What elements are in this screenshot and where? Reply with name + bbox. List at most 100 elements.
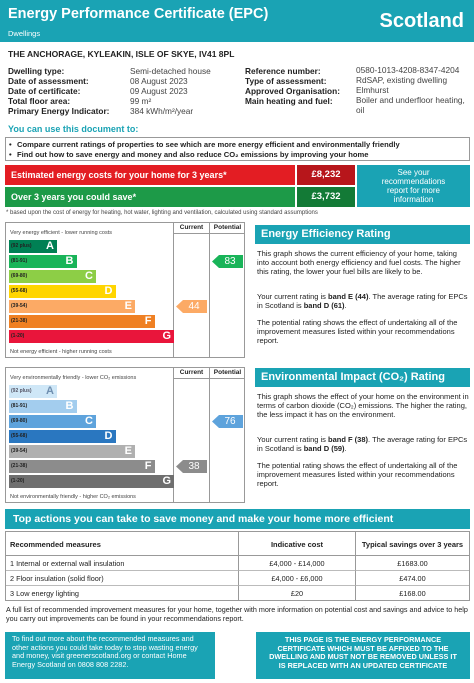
divider	[209, 368, 210, 502]
top-label: Very environmentally friendly - lower CO…	[10, 375, 137, 381]
use-item: Compare current ratings of properties to…	[17, 140, 400, 149]
band-letter: F	[144, 315, 152, 327]
table-cell: £168.00	[399, 589, 426, 598]
panel-title: Environmental Impact (CO₂) Rating	[255, 368, 470, 387]
actions-table: Recommended measures Indicative cost Typic…	[5, 531, 470, 601]
panel-text: This graph shows the effect of your home…	[257, 392, 469, 419]
address: THE ANCHORAGE, KYLEAKIN, ISLE OF SKYE, I…	[8, 49, 235, 59]
uses-heading: You can use this document to:	[8, 124, 139, 134]
header-bar	[0, 0, 474, 42]
divider	[173, 233, 245, 234]
band-range: (81-91)	[11, 403, 28, 409]
band-range: (92 plus)	[11, 243, 32, 249]
rating-arrow: 44	[176, 300, 207, 313]
detail-value: 0580-1013-4208-8347-4204	[356, 65, 460, 75]
cost-value: £3,732	[297, 187, 355, 207]
band-letter: E	[124, 445, 132, 457]
band: (81-91) B	[9, 400, 77, 413]
band-range: (39-54)	[11, 303, 28, 309]
table-cell: £474.00	[356, 571, 469, 586]
rating-arrow: 76	[212, 415, 243, 428]
col-header: Potential	[213, 224, 242, 231]
footer-left: To find out more about the recommended m…	[5, 632, 215, 679]
text-run: band E (44)	[328, 292, 369, 301]
text-run: band D (59)	[303, 444, 345, 453]
band-letter: F	[144, 460, 152, 472]
band-range: (21-38)	[11, 318, 28, 324]
panel-text: The potential rating shows the effect of…	[257, 461, 458, 488]
detail-label: Date of certificate:	[8, 86, 81, 96]
band-range: (55-68)	[11, 433, 28, 439]
band: (92 plus) A	[9, 240, 57, 253]
divider	[173, 378, 245, 379]
detail-value: 09 August 2023	[130, 86, 188, 96]
band: (1-20) G	[9, 330, 174, 343]
detail-label: Approved Organisation:	[245, 86, 340, 96]
detail-label: Date of assessment:	[8, 76, 89, 86]
band-letter: G	[162, 475, 171, 487]
band: (81-91) B	[9, 255, 77, 268]
title: Energy Performance Certificate (EPC)	[8, 6, 269, 22]
table-cell: 2 Floor insulation (solid floor)	[6, 571, 239, 586]
band-letter: C	[85, 415, 93, 427]
bottom-label: Not environmentally friendly - higher CO…	[10, 494, 136, 500]
panel-text: This graph shows the current efficiency …	[257, 249, 461, 276]
text-run: band D (61)	[303, 301, 345, 310]
text-run: band F (38)	[328, 435, 369, 444]
panel-title: Energy Efficiency Rating	[255, 225, 470, 244]
detail-value: Elmhurst	[356, 85, 389, 95]
band-range: (55-68)	[11, 288, 28, 294]
text-run: Your current rating is	[257, 435, 329, 444]
table-cell: £4,000 - £14,000	[239, 556, 356, 571]
top-label: Very energy efficient - lower running co…	[10, 230, 113, 236]
band-letter: B	[65, 255, 74, 267]
rating-chart: Current Potential Very energy efficient - …	[5, 222, 245, 358]
region: Scotland	[379, 10, 464, 32]
table-cell: 1 Internal or external wall insulation	[6, 556, 239, 571]
band: (69-80) C	[9, 270, 96, 283]
band: (55-68) D	[9, 430, 116, 443]
uses-box: • Compare current ratings of properties t…	[5, 137, 470, 161]
text-run: Your current rating is	[257, 292, 329, 301]
band-letter: D	[104, 285, 113, 297]
band: (39-54) E	[9, 445, 135, 458]
band-range: (1-20)	[11, 478, 25, 484]
text-run: .	[344, 301, 347, 310]
cost-footnote: * based upon the cost of energy for heat…	[6, 210, 318, 216]
band-letter: C	[85, 270, 93, 282]
table-header: Typical savings over 3 years	[356, 532, 469, 556]
cost-note: See your recommendations report for more…	[357, 165, 470, 207]
col-header: Current	[179, 224, 204, 231]
detail-value: 99 m²	[130, 96, 152, 106]
rating-chart: Current Potential Very environmentally fri…	[5, 367, 245, 503]
band-range: (1-20)	[11, 333, 25, 339]
table-cell: £1683.00	[356, 556, 469, 571]
text-run: . The average rating for EPCs in Scotlan…	[257, 292, 468, 310]
text-run: .	[344, 444, 347, 453]
bullet: •	[9, 150, 12, 159]
divider	[173, 368, 174, 502]
band-letter: A	[46, 385, 54, 397]
table-cell: £20	[239, 586, 356, 601]
detail-value: Semi-detached house	[130, 66, 211, 76]
band: (55-68) D	[9, 285, 116, 298]
col-header: Current	[179, 369, 204, 376]
footer-right: THIS PAGE IS THE ENERGY PERFORMANCE CERT…	[256, 632, 470, 679]
actions-note: A full list of recommended improvement m…	[6, 605, 468, 623]
rating-arrow: 83	[212, 255, 243, 268]
use-item: Find out how to save energy and money an…	[17, 150, 369, 159]
band-range: (39-54)	[11, 448, 28, 454]
band: (69-80) C	[9, 415, 96, 428]
text-run: . The average rating for EPCs in Scotlan…	[257, 435, 468, 453]
band: (92 plus) A	[9, 385, 57, 398]
detail-label: Type of assessment:	[245, 76, 327, 86]
table-cell: £4,000 - £6,000	[239, 571, 356, 586]
table-header: Indicative cost	[239, 532, 356, 556]
band-letter: A	[46, 240, 54, 252]
panel-text: Your current rating is band E (44). The …	[257, 292, 469, 310]
band-letter: D	[104, 430, 113, 442]
cost-row: Over 3 years you could save*	[5, 187, 295, 207]
cost-row: Estimated energy costs for your home for…	[5, 165, 295, 185]
divider	[209, 223, 210, 357]
panel-text: The potential rating shows the effect of…	[257, 318, 458, 345]
